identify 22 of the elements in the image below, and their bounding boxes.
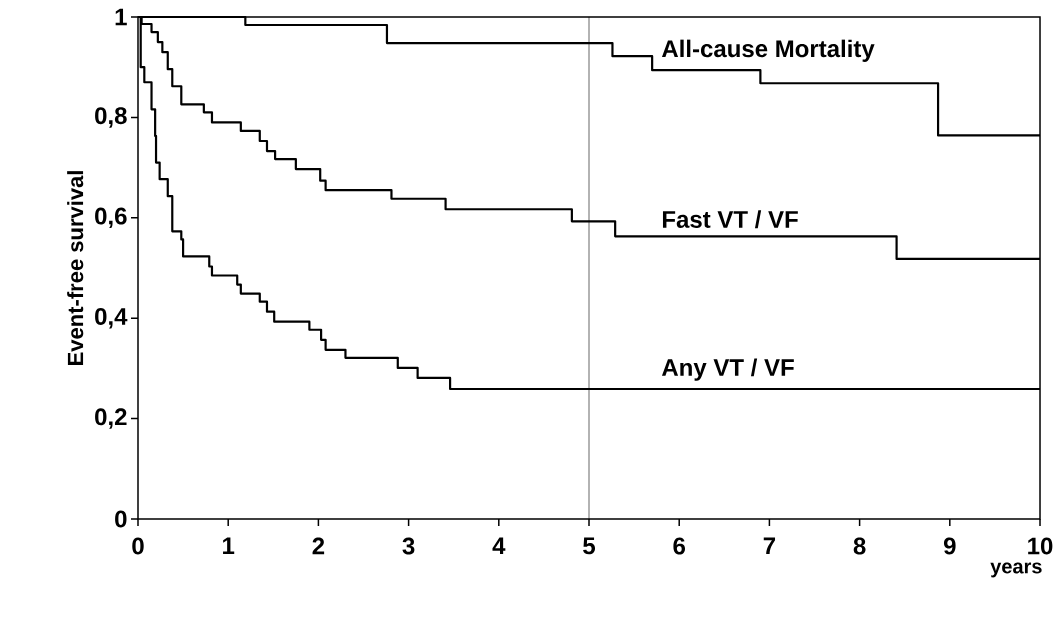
x-tick-label: 0: [132, 537, 144, 555]
y-tick-label: 0,2: [95, 408, 127, 429]
series-label: Fast VT / VF: [662, 210, 798, 229]
x-tick-label: 6: [673, 537, 686, 555]
y-tick-label: 0,8: [95, 107, 127, 128]
x-tick-label: 1: [223, 537, 235, 555]
y-axis-title: Event-free survival: [67, 171, 84, 365]
x-tick-label: 2: [312, 537, 325, 555]
series-label: Any VT / VF: [661, 358, 794, 381]
x-tick-label: 5: [583, 537, 596, 555]
y-tick-label: 0: [115, 510, 127, 528]
series-label: All-cause Mortality: [661, 39, 875, 63]
x-axis-title: years: [990, 562, 1042, 578]
x-tick-label: 7: [763, 537, 776, 555]
y-tick-label: 1: [115, 8, 127, 26]
x-tick-label: 4: [492, 537, 506, 555]
y-tick-label: 0,6: [95, 207, 127, 229]
x-tick-label: 8: [853, 537, 866, 555]
x-tick-label: 3: [402, 537, 415, 555]
y-tick-label: 0,4: [95, 307, 128, 329]
x-tick-label: 10: [1028, 537, 1053, 555]
x-tick-label: 9: [943, 537, 956, 555]
